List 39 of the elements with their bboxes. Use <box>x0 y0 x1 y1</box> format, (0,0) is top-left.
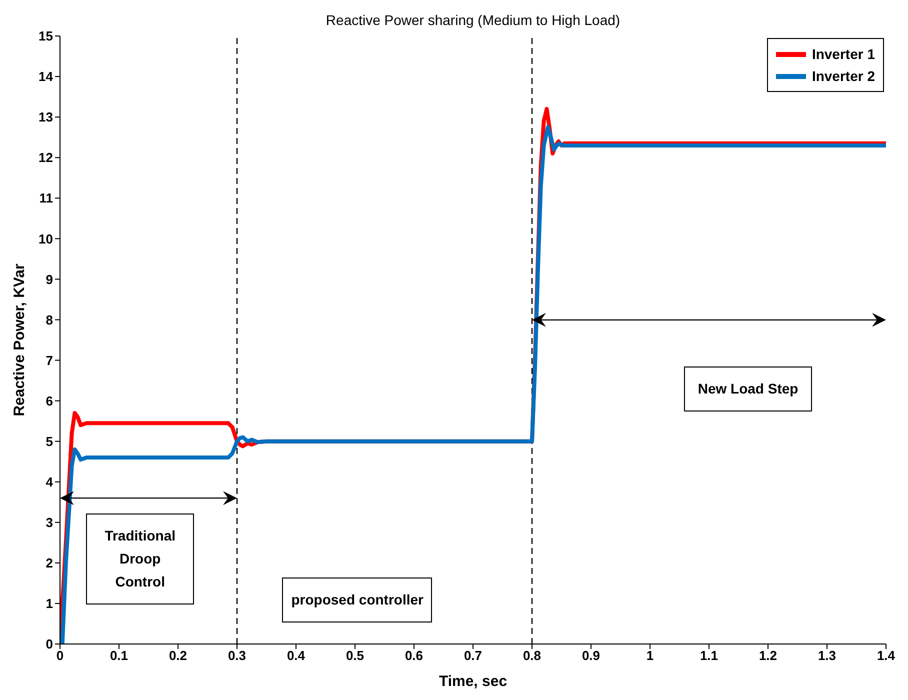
x-tick-label: 1.3 <box>818 648 836 664</box>
x-tick-label: 0.7 <box>464 648 482 664</box>
x-tick-label: 0.3 <box>228 648 246 664</box>
x-axis-title: Time, sec <box>438 673 508 690</box>
x-tick-label: 0.5 <box>346 648 364 664</box>
y-tick-label: 15 <box>38 28 53 44</box>
annotation: proposed controller <box>282 577 432 622</box>
chart-title: Reactive Power sharing (Medium to High Load) <box>324 12 622 28</box>
x-tick-label: 1 <box>646 648 654 664</box>
y-tick-label: 6 <box>46 393 53 408</box>
y-tick-label: 2 <box>46 556 53 571</box>
x-tick-label: 0.8 <box>522 648 542 664</box>
y-tick-label: 12 <box>38 150 53 166</box>
x-tick-label: 0.1 <box>110 648 128 664</box>
y-tick-label: 13 <box>38 110 53 125</box>
y-tick-label: 0 <box>46 636 53 652</box>
y-tick-label: 10 <box>38 231 53 246</box>
x-tick-label: 0.2 <box>168 648 188 664</box>
y-tick-label: 1 <box>46 596 53 612</box>
y-tick-label: 8 <box>46 312 53 328</box>
x-tick-label: 0 <box>56 648 64 664</box>
legend-label: Inverter 1 <box>812 46 875 62</box>
annotation: New Load Step <box>684 366 812 412</box>
y-tick-label: 5 <box>46 434 53 449</box>
x-tick-label: 1.4 <box>876 648 896 664</box>
y-tick-label: 14 <box>38 69 54 84</box>
annotation: Traditional Droop Control <box>86 513 194 604</box>
y-tick-label: 7 <box>46 352 53 368</box>
x-tick-label: 0.4 <box>286 648 306 664</box>
y-tick-label: 11 <box>39 190 53 206</box>
x-tick-label: 1.1 <box>700 648 718 664</box>
x-tick-label: 0.9 <box>582 648 600 664</box>
y-tick-label: 4 <box>46 474 54 490</box>
legend-label: Inverter 2 <box>812 68 875 84</box>
y-tick-label: 3 <box>46 515 53 530</box>
x-tick-label: 0.6 <box>404 648 424 664</box>
y-tick-label: 9 <box>46 272 53 287</box>
y-axis-title: Reactive Power, KVar <box>10 264 28 416</box>
x-tick-label: 1.2 <box>758 648 778 664</box>
